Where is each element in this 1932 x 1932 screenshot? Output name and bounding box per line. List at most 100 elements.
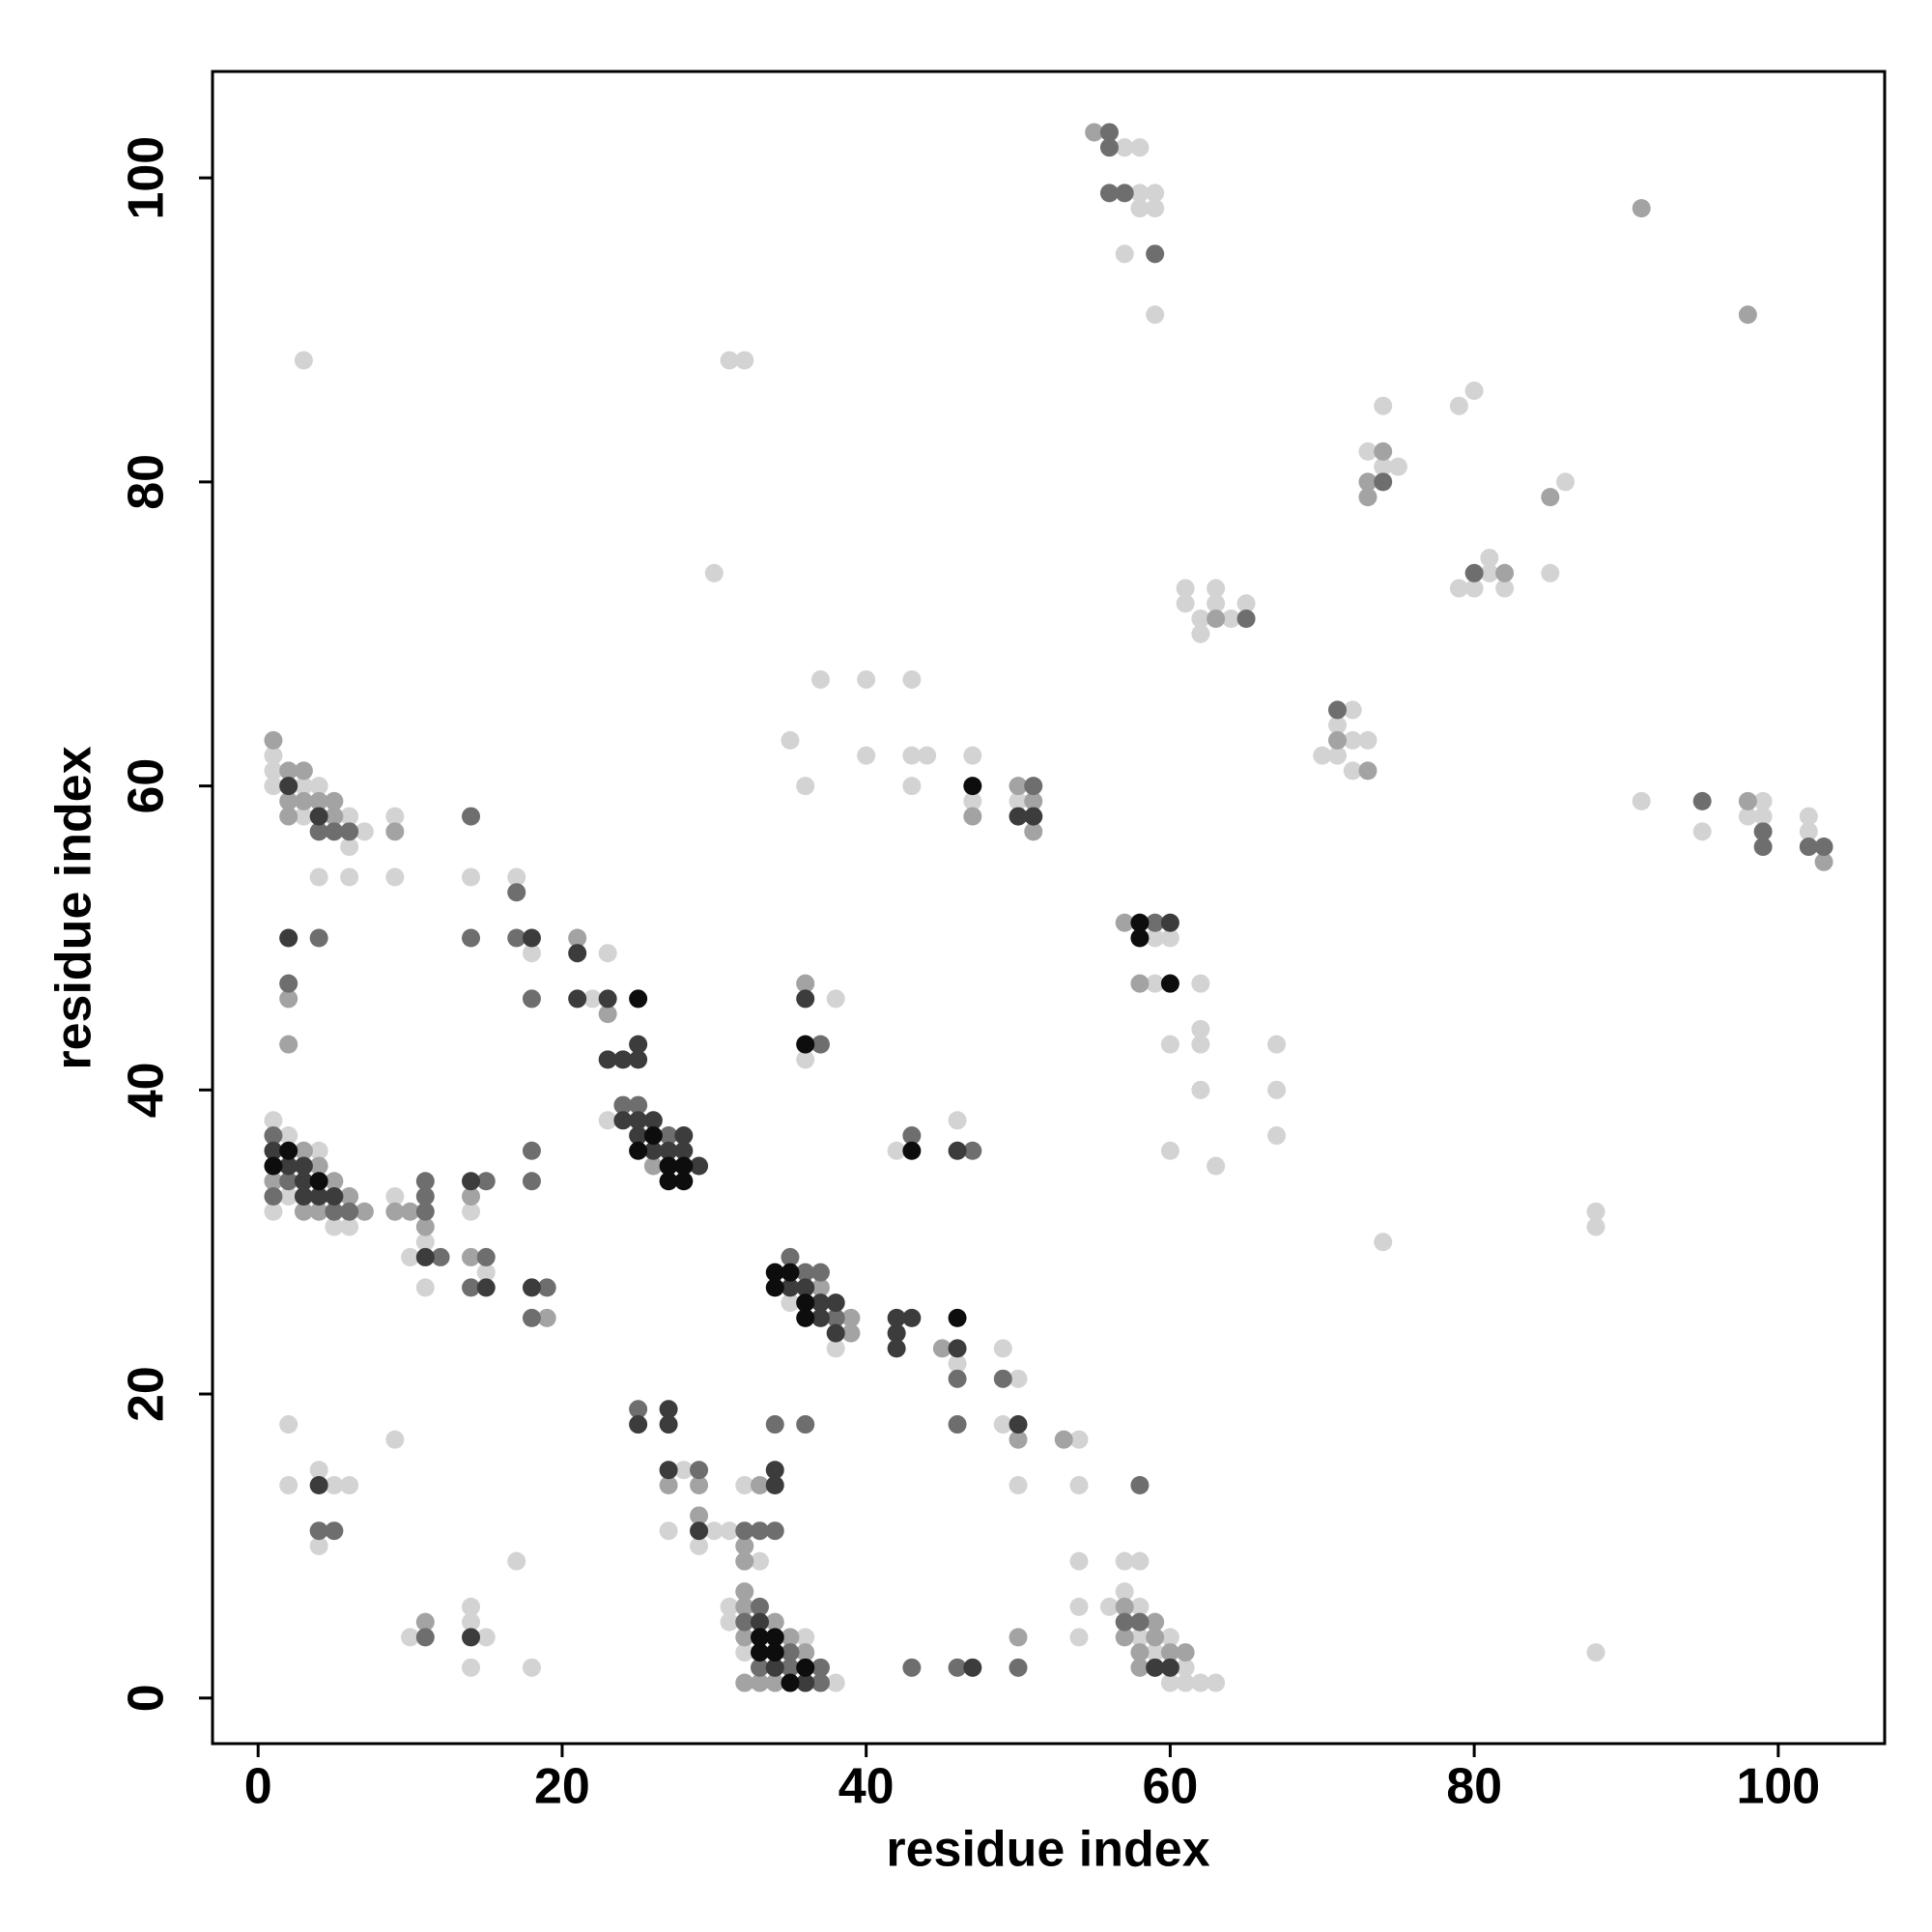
point — [340, 1217, 359, 1236]
point — [1480, 563, 1499, 582]
point — [720, 1612, 739, 1632]
point — [1009, 1628, 1028, 1647]
point — [279, 1186, 298, 1206]
point — [826, 989, 845, 1009]
x-tick-label: 60 — [1142, 1759, 1198, 1815]
point — [522, 989, 541, 1009]
point — [522, 1141, 541, 1160]
point — [902, 1658, 922, 1677]
y-tick-label: 60 — [119, 758, 175, 814]
point — [279, 1156, 298, 1176]
point — [279, 1172, 298, 1191]
point — [629, 1095, 648, 1115]
point — [781, 1293, 800, 1313]
point — [1009, 1369, 1028, 1388]
point — [613, 1050, 633, 1069]
point — [294, 807, 313, 826]
point — [1738, 791, 1757, 810]
point — [826, 1339, 845, 1358]
point — [690, 1536, 709, 1555]
point — [1115, 138, 1134, 157]
point — [309, 1172, 328, 1191]
point — [796, 1293, 815, 1313]
point — [1236, 594, 1256, 613]
point — [264, 777, 283, 796]
point — [294, 351, 313, 370]
point — [1069, 1430, 1089, 1449]
point — [781, 1673, 800, 1692]
point — [781, 730, 800, 750]
point — [279, 777, 298, 796]
point — [629, 1141, 648, 1160]
point — [325, 822, 344, 841]
point — [1009, 791, 1028, 810]
point — [1541, 563, 1560, 582]
point — [902, 746, 922, 765]
point — [1146, 1658, 1165, 1677]
point — [993, 1415, 1012, 1435]
point — [1024, 777, 1043, 796]
point — [796, 1263, 815, 1282]
point — [826, 1673, 845, 1692]
point — [1099, 123, 1119, 142]
point — [796, 974, 815, 993]
point — [325, 1202, 344, 1221]
point — [1099, 184, 1119, 203]
point — [765, 1263, 784, 1282]
point — [1207, 1156, 1226, 1176]
point — [1753, 807, 1773, 826]
point — [309, 867, 328, 887]
point — [1130, 1643, 1150, 1662]
point — [1176, 1673, 1195, 1692]
point — [902, 669, 922, 689]
point — [659, 1400, 678, 1419]
point — [1160, 1673, 1179, 1692]
point — [1449, 396, 1468, 415]
point — [309, 807, 328, 826]
point — [1480, 549, 1499, 568]
point — [294, 1141, 313, 1160]
point — [963, 1658, 982, 1677]
point — [462, 1597, 481, 1616]
point — [674, 1172, 694, 1191]
point — [385, 822, 405, 841]
point — [309, 791, 328, 810]
point — [462, 1172, 481, 1191]
point — [1343, 700, 1362, 720]
point — [751, 1597, 770, 1616]
point — [415, 1612, 435, 1632]
point — [1221, 610, 1240, 629]
point — [522, 1278, 541, 1297]
point — [781, 1278, 800, 1297]
point — [1146, 1643, 1165, 1662]
point — [294, 761, 313, 781]
x-axis-title: residue index — [886, 1822, 1209, 1878]
point — [659, 1415, 678, 1435]
point — [796, 1278, 815, 1297]
point — [1160, 1141, 1179, 1160]
point — [309, 1521, 328, 1541]
point — [796, 1035, 815, 1054]
point — [309, 1156, 328, 1176]
point — [765, 1658, 784, 1677]
point — [1130, 1612, 1150, 1632]
point — [1814, 838, 1833, 857]
point — [963, 791, 982, 810]
point — [1374, 441, 1393, 461]
point — [1146, 928, 1165, 948]
point — [765, 1521, 784, 1541]
point — [1160, 928, 1179, 948]
point — [674, 1126, 694, 1146]
point — [781, 1263, 800, 1282]
point — [735, 1536, 754, 1555]
point — [704, 1521, 724, 1541]
point — [264, 730, 283, 750]
point — [796, 1308, 815, 1327]
point — [796, 1628, 815, 1647]
point — [279, 1415, 298, 1435]
point — [1069, 1628, 1089, 1647]
point — [796, 777, 815, 796]
point — [476, 1172, 496, 1191]
point — [598, 1005, 617, 1024]
point — [507, 867, 526, 887]
